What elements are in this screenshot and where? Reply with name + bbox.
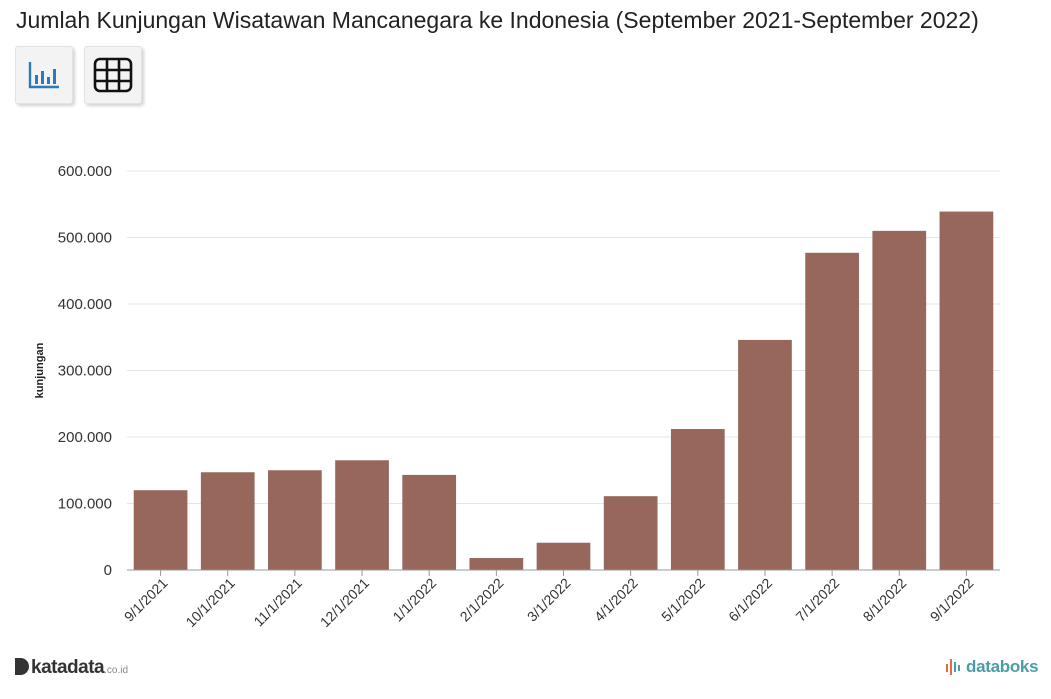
databoks-mark-icon — [946, 659, 960, 675]
bar[interactable] — [335, 460, 389, 570]
bar[interactable] — [872, 230, 927, 570]
bar[interactable] — [603, 496, 658, 570]
bar[interactable] — [738, 339, 792, 570]
chart-view-button[interactable] — [15, 46, 73, 104]
x-tick-label: 8/1/2022 — [860, 575, 910, 625]
x-tick-label: 7/1/2022 — [792, 575, 842, 625]
katadata-logo: katadata .co.id — [15, 656, 128, 679]
y-axis-label: kunjungan — [34, 342, 46, 398]
bar[interactable] — [402, 474, 457, 570]
x-tick-label: 10/1/2021 — [182, 575, 238, 631]
x-tick-label: 12/1/2021 — [317, 575, 373, 631]
bar-chart-icon — [28, 62, 59, 89]
bar[interactable] — [469, 558, 524, 570]
x-tick-label: 9/1/2022 — [927, 575, 977, 625]
bar[interactable] — [536, 542, 591, 570]
grid-lines — [127, 170, 1000, 504]
x-tick-label: 3/1/2022 — [524, 575, 574, 625]
bar[interactable] — [670, 429, 725, 570]
bar[interactable] — [939, 211, 994, 570]
y-tick-label: 300.000 — [58, 363, 112, 380]
x-tick-label: 2/1/2022 — [457, 575, 507, 625]
bars — [133, 211, 994, 571]
x-tick-label: 4/1/2022 — [591, 575, 641, 625]
y-tick-label: 500.000 — [58, 230, 112, 247]
bar[interactable] — [200, 472, 255, 570]
x-tick-labels: 9/1/2021 10/1/2021 11/1/2021 12/1/2021 1/1/2… — [121, 575, 977, 631]
bar[interactable] — [133, 490, 188, 570]
table-grid-icon — [93, 57, 133, 93]
x-tick-label: 1/1/2022 — [389, 575, 439, 625]
x-tick-label: 5/1/2022 — [658, 575, 708, 625]
x-axis — [127, 569, 1000, 576]
y-tick-label: 100.000 — [58, 496, 112, 513]
bar[interactable] — [268, 470, 322, 570]
y-tick-labels: 0 100.000 200.000 300.000 400.000 500.000 600.… — [58, 163, 112, 579]
bar[interactable] — [805, 252, 859, 571]
x-tick-label: 11/1/2021 — [250, 575, 305, 630]
x-tick-label: 6/1/2022 — [725, 575, 775, 625]
databoks-logo: databoks — [945, 657, 1039, 677]
table-view-button[interactable] — [84, 46, 142, 104]
chart-title: Jumlah Kunjungan Wisatawan Mancanegara k… — [16, 7, 979, 33]
y-tick-label: 200.000 — [58, 429, 112, 446]
y-tick-label: 0 — [104, 562, 112, 579]
y-tick-label: 400.000 — [58, 296, 112, 313]
x-tick-label: 9/1/2021 — [121, 575, 171, 625]
y-tick-label: 600.000 — [58, 163, 112, 180]
